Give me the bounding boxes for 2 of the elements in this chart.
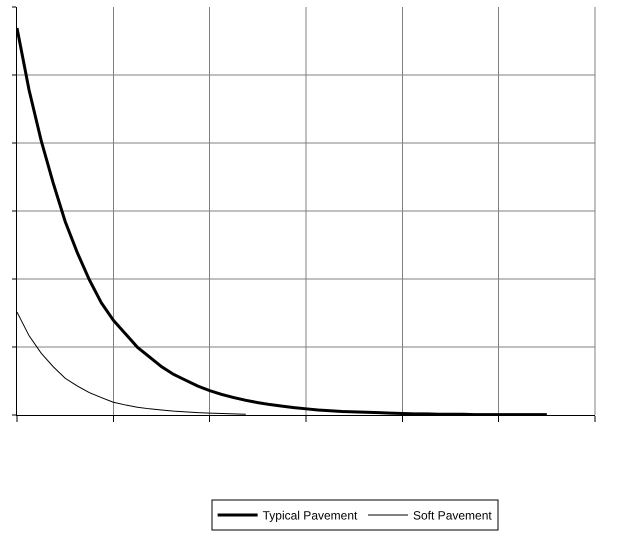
legend-label: Typical Pavement: [262, 508, 358, 523]
legend-label: Soft Pavement: [413, 508, 492, 523]
